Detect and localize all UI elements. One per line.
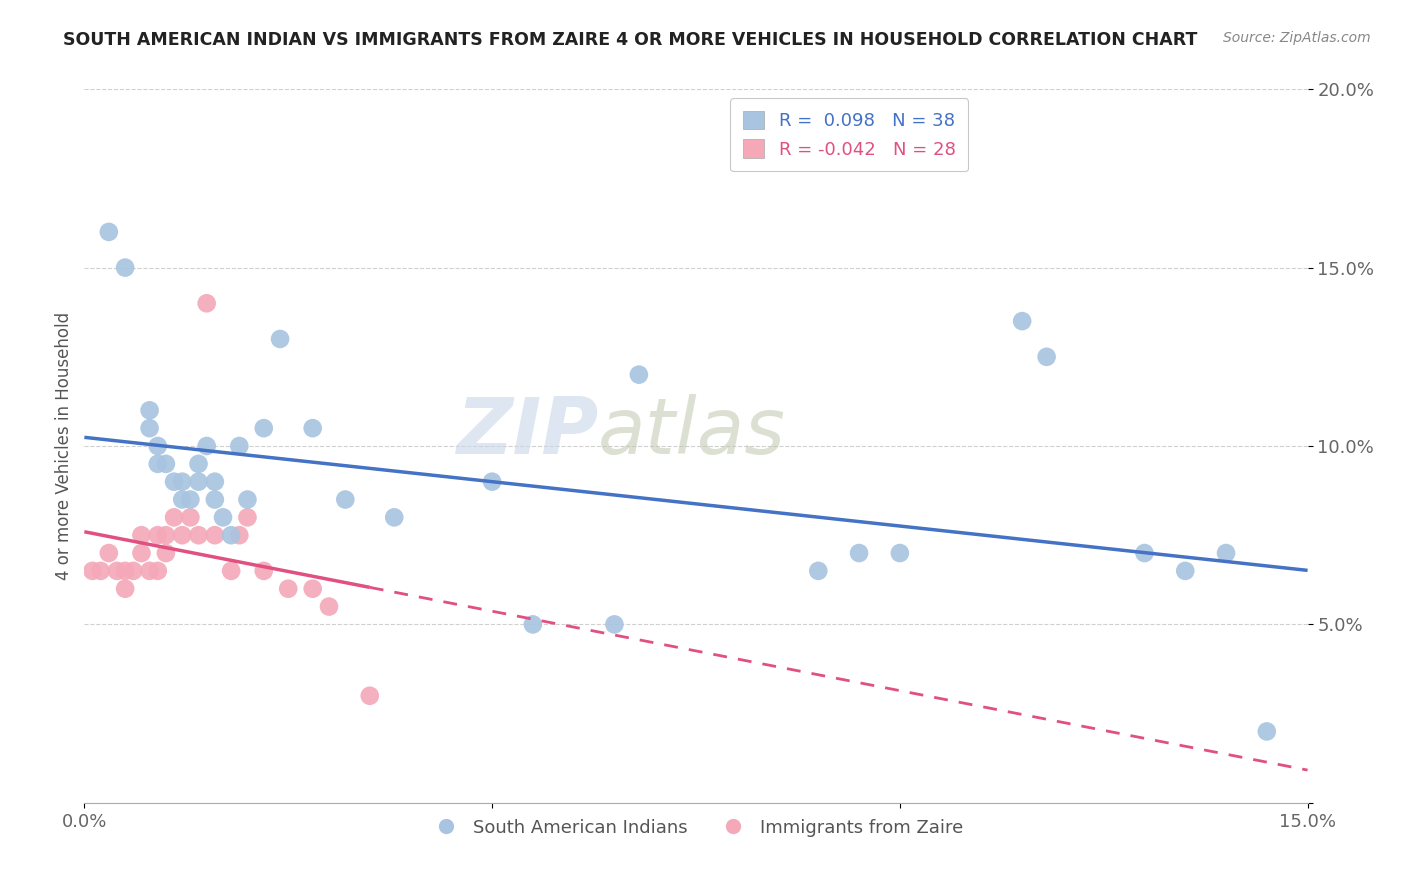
Point: [105, 564, 128, 578]
Point: [195, 439, 218, 453]
Point: [228, 439, 250, 453]
Point: [155, 528, 177, 542]
Point: [195, 296, 218, 310]
Point: [204, 492, 226, 507]
Point: [90, 564, 112, 578]
Point: [228, 528, 250, 542]
Point: [301, 582, 323, 596]
Legend: South American Indians, Immigrants from Zaire: South American Indians, Immigrants from …: [422, 812, 970, 844]
Point: [318, 599, 340, 614]
Point: [146, 564, 169, 578]
Point: [1215, 546, 1237, 560]
Point: [114, 260, 136, 275]
Point: [122, 564, 145, 578]
Point: [481, 475, 503, 489]
Point: [179, 492, 201, 507]
Text: SOUTH AMERICAN INDIAN VS IMMIGRANTS FROM ZAIRE 4 OR MORE VEHICLES IN HOUSEHOLD C: SOUTH AMERICAN INDIAN VS IMMIGRANTS FROM…: [63, 31, 1198, 49]
Point: [889, 546, 911, 560]
Point: [219, 528, 242, 542]
Point: [131, 546, 153, 560]
Point: [1011, 314, 1033, 328]
Text: atlas: atlas: [598, 393, 786, 470]
Point: [1035, 350, 1057, 364]
Point: [155, 457, 177, 471]
Point: [138, 403, 160, 417]
Point: [848, 546, 870, 560]
Point: [335, 492, 357, 507]
Point: [163, 510, 186, 524]
Point: [212, 510, 235, 524]
Point: [146, 457, 169, 471]
Point: [114, 582, 136, 596]
Point: [269, 332, 291, 346]
Text: ZIP: ZIP: [456, 393, 598, 470]
Point: [219, 564, 242, 578]
Point: [146, 439, 169, 453]
Text: Source: ZipAtlas.com: Source: ZipAtlas.com: [1223, 31, 1371, 45]
Point: [187, 528, 209, 542]
Point: [236, 492, 259, 507]
Point: [138, 421, 160, 435]
Point: [138, 564, 160, 578]
Point: [277, 582, 299, 596]
Point: [204, 528, 226, 542]
Point: [253, 564, 276, 578]
Point: [627, 368, 650, 382]
Point: [522, 617, 544, 632]
Point: [236, 510, 259, 524]
Point: [114, 564, 136, 578]
Point: [204, 475, 226, 489]
Point: [807, 564, 830, 578]
Y-axis label: 4 or more Vehicles in Household: 4 or more Vehicles in Household: [55, 312, 73, 580]
Point: [163, 475, 186, 489]
Point: [172, 492, 194, 507]
Point: [179, 510, 201, 524]
Point: [1133, 546, 1156, 560]
Point: [146, 528, 169, 542]
Point: [172, 528, 194, 542]
Point: [97, 225, 120, 239]
Point: [253, 421, 276, 435]
Point: [1256, 724, 1278, 739]
Point: [187, 475, 209, 489]
Point: [131, 528, 153, 542]
Point: [187, 457, 209, 471]
Point: [603, 617, 626, 632]
Point: [97, 546, 120, 560]
Point: [382, 510, 405, 524]
Point: [301, 421, 323, 435]
Point: [359, 689, 381, 703]
Point: [155, 546, 177, 560]
Point: [1174, 564, 1197, 578]
Point: [82, 564, 104, 578]
Point: [172, 475, 194, 489]
